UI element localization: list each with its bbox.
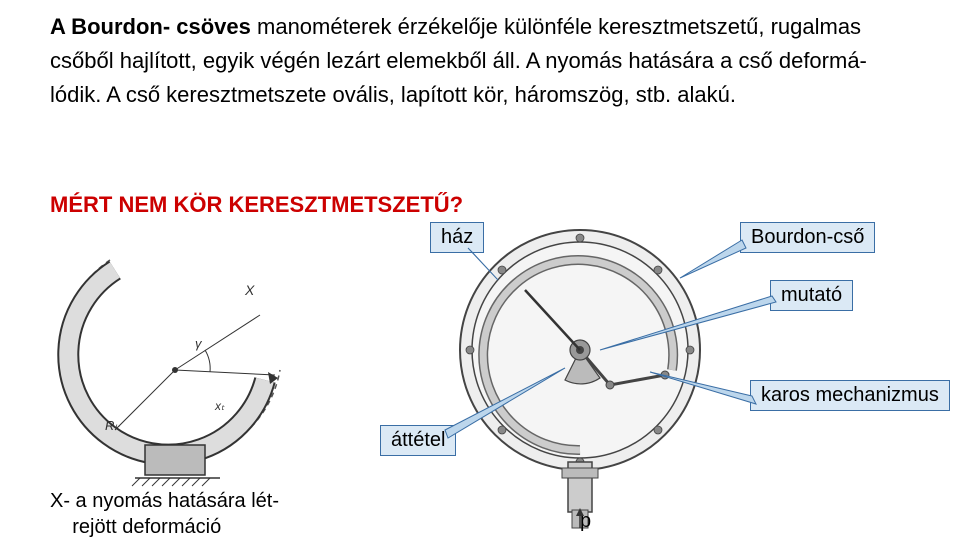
label-karos-mechanizmus: karos mechanizmus bbox=[750, 380, 950, 411]
footer-text: X- a nyomás hatására lét- rejött deformá… bbox=[50, 488, 279, 538]
paragraph-line3: lódik. A cső keresztmetszete ovális, lap… bbox=[50, 82, 736, 107]
svg-text:Rₖ: Rₖ bbox=[105, 418, 120, 433]
svg-text:X: X bbox=[244, 282, 255, 298]
red-heading: MÉRT NEM KÖR KERESZTMETSZETŰ? bbox=[50, 192, 463, 218]
label-bourdon-cso: Bourdon-cső bbox=[740, 222, 875, 253]
paragraph-bold-lead: A Bourdon- csöves bbox=[50, 14, 251, 39]
pressure-label: p bbox=[580, 510, 591, 533]
paragraph-line2: csőből hajlított, egyik végén lezárt ele… bbox=[50, 48, 867, 73]
label-haz: ház bbox=[430, 222, 484, 253]
diagram-left: γ X Rₖ xₜ bbox=[50, 230, 340, 490]
label-mutato: mutató bbox=[770, 280, 853, 311]
main-paragraph: A Bourdon- csöves manométerek érzékelője… bbox=[50, 10, 910, 112]
svg-text:xₜ: xₜ bbox=[214, 399, 225, 413]
footer-line1: X- a nyomás hatására lét- bbox=[50, 490, 279, 512]
paragraph-rest-line1: manométerek érzékelője különféle kereszt… bbox=[251, 14, 861, 39]
footer-line2: rejött deformáció bbox=[72, 516, 221, 538]
svg-text:γ: γ bbox=[195, 336, 203, 351]
label-attetel: áttétel bbox=[380, 425, 456, 456]
diagram-right bbox=[420, 210, 740, 530]
